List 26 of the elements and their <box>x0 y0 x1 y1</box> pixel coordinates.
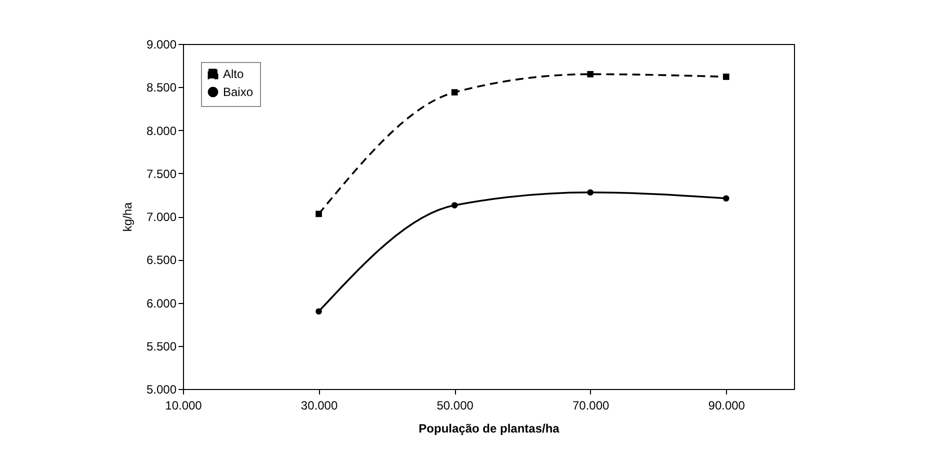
point <box>587 189 594 196</box>
point <box>451 202 458 208</box>
point <box>722 195 730 202</box>
x-tick-label: 90.000 <box>708 398 746 412</box>
y-tick-label: 5.500 <box>146 339 177 354</box>
y-tick-label: 5.000 <box>146 382 177 396</box>
y-axis-title: kg/ha <box>120 202 134 232</box>
y-tick-label: 8.000 <box>146 124 177 138</box>
x-tick-label: 10.000 <box>165 398 202 412</box>
y-tick-label: 7.500 <box>146 166 177 181</box>
y-tick-label: 6.500 <box>146 253 177 268</box>
y-tick-label: 7.000 <box>146 210 177 224</box>
x-tick-label: 50.000 <box>436 398 474 412</box>
y-tick-label: 8.500 <box>146 80 177 95</box>
x-axis-title: População de plantas/ha <box>418 422 560 436</box>
point <box>722 74 730 80</box>
point <box>316 308 322 315</box>
point <box>587 71 594 78</box>
legend-label: Alto <box>223 67 244 81</box>
x-tick-label: 70.000 <box>572 398 610 412</box>
point <box>451 89 458 96</box>
y-tick-label: 6.000 <box>146 296 177 310</box>
legend-label: Baixo <box>223 85 254 99</box>
x-tick-label: 30.000 <box>300 398 338 412</box>
y-tick-label: 9.000 <box>146 38 177 52</box>
point <box>316 210 322 218</box>
